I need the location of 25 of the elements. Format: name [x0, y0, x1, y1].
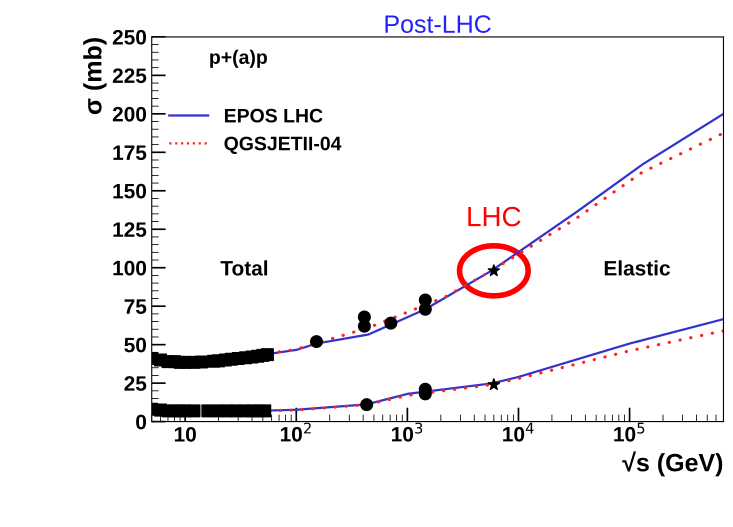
annotation: p+(a)p: [210, 50, 267, 68]
y-tick-label: 50: [124, 338, 146, 352]
y-tick-label: 200: [112, 106, 146, 122]
x-tick-label: 10: [174, 427, 196, 442]
annotation: Total: [220, 260, 268, 276]
y-tick-label: 250: [112, 30, 146, 45]
legend-label: EPOS LHC: [224, 108, 323, 123]
x-tick-label: 10$^{3}$: [392, 422, 422, 442]
chart-title: Post-LHC: [385, 15, 491, 33]
y-tick-label: 0: [136, 414, 146, 430]
y-tick-label: 225: [112, 68, 146, 84]
x-tick-label: 10$^{4}$: [503, 422, 534, 442]
annotation: Elastic: [604, 260, 670, 276]
y-tick-label: 25: [124, 376, 146, 391]
y-tick-label: 75: [124, 299, 146, 314]
x-tick-label: 10$^{5}$: [614, 422, 644, 442]
annotation: LHC: [468, 206, 521, 226]
y-tick-label: 175: [113, 146, 146, 160]
y-tick-label: 125: [113, 222, 146, 237]
y-axis-title: σ (mb): [83, 38, 107, 114]
y-tick-label: 100: [113, 260, 146, 276]
y-tick-label: 150: [113, 184, 146, 199]
legend-label: QGSJETII-04: [224, 136, 342, 154]
x-tick-label: 10$^{2}$: [280, 422, 311, 442]
x-axis-title: √s (GeV): [622, 451, 722, 476]
